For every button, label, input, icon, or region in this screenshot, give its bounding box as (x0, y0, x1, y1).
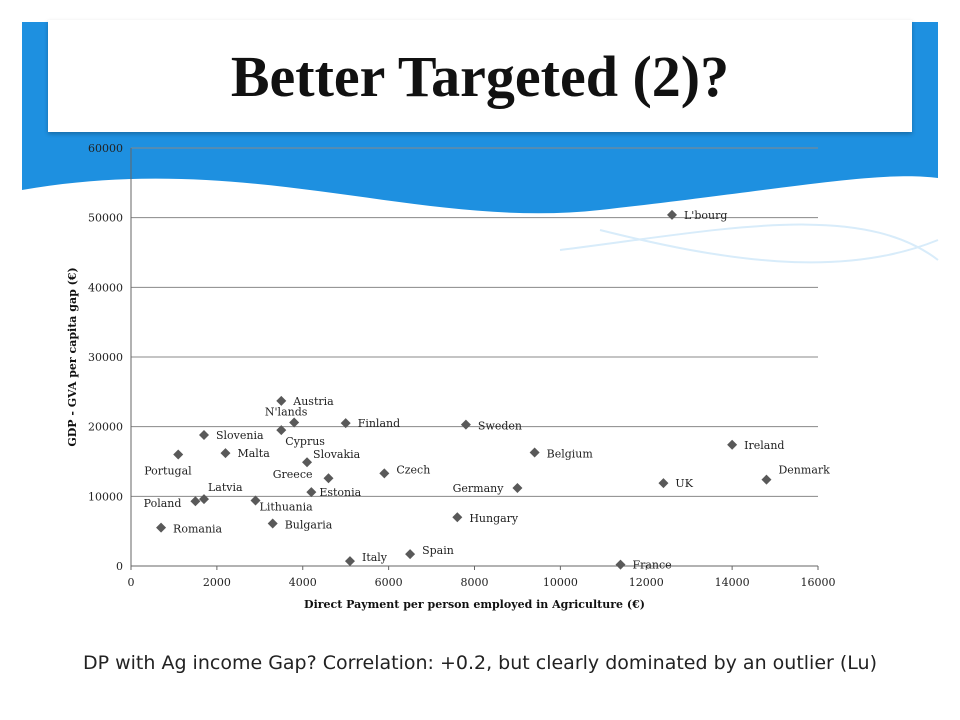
data-point-label: Poland (144, 497, 182, 510)
data-point-marker (306, 487, 317, 498)
x-tick-label: 6000 (375, 576, 403, 589)
data-point-marker (198, 430, 209, 441)
y-tick-label: 20000 (88, 421, 123, 434)
data-point-marker (615, 559, 626, 570)
data-point-label: Sweden (478, 420, 522, 433)
data-point-label: Austria (292, 395, 334, 408)
title-box: Better Targeted (2)? (48, 20, 912, 132)
data-point-label: Lithuania (260, 501, 314, 514)
data-point-label: Finland (358, 417, 400, 430)
data-point-label: N'lands (265, 405, 308, 418)
data-point-label: Slovakia (313, 448, 361, 461)
data-point-marker (190, 496, 201, 507)
data-point-label: France (632, 559, 671, 572)
x-tick-label: 12000 (629, 576, 664, 589)
data-point-marker (267, 518, 278, 529)
data-point-marker (727, 439, 738, 450)
data-point-label: Belgium (547, 447, 594, 460)
data-point-marker (198, 494, 209, 505)
x-tick-label: 8000 (461, 576, 489, 589)
y-tick-label: 30000 (88, 351, 123, 364)
data-point-marker (761, 474, 772, 485)
slide-caption: DP with Ag income Gap? Correlation: +0.2… (82, 652, 877, 674)
data-point-marker (302, 457, 313, 468)
y-tick-label: 60000 (88, 142, 123, 155)
data-point-label: Malta (237, 447, 270, 460)
x-tick-label: 4000 (289, 576, 317, 589)
data-point-label: Estonia (319, 486, 361, 499)
data-point-marker (452, 512, 463, 523)
data-point-label: L'bourg (684, 209, 727, 222)
data-point-marker (323, 473, 334, 484)
data-point-label: Ireland (744, 439, 784, 452)
data-point-marker (529, 447, 540, 458)
data-point-marker (658, 478, 669, 489)
x-tick-label: 0 (128, 576, 135, 589)
y-tick-label: 40000 (88, 281, 123, 294)
data-point-label: Latvia (208, 481, 243, 494)
x-tick-label: 10000 (543, 576, 578, 589)
y-tick-label: 0 (116, 560, 123, 573)
data-point-label: Bulgaria (285, 519, 333, 532)
data-point-label: Cyprus (285, 435, 325, 448)
data-point-marker (276, 425, 287, 436)
data-point-marker (344, 556, 355, 567)
y-tick-label: 10000 (88, 490, 123, 503)
data-point-marker (289, 417, 300, 428)
data-point-label: Germany (453, 482, 505, 495)
slide-title: Better Targeted (2)? (230, 43, 730, 109)
data-point-marker (173, 449, 184, 460)
wave-line-1 (559, 223, 939, 261)
x-tick-label: 16000 (801, 576, 836, 589)
data-point-label: UK (675, 477, 693, 490)
data-point-marker (156, 522, 167, 533)
data-point-marker (405, 549, 416, 560)
wave-line-2 (599, 229, 939, 264)
data-point-label: Romania (173, 523, 222, 536)
data-point-marker (250, 495, 261, 506)
data-point-marker (379, 468, 390, 479)
data-point-label: Denmark (778, 464, 830, 477)
data-point-marker (460, 419, 471, 430)
x-axis-label: Direct Payment per person employed in Ag… (304, 598, 645, 611)
data-point-label: Spain (422, 544, 454, 557)
data-point-marker (340, 418, 351, 429)
x-tick-label: 14000 (715, 576, 750, 589)
data-point-label: Czech (396, 463, 430, 476)
data-point-label: Greece (273, 468, 313, 481)
data-point-label: Italy (362, 551, 388, 564)
data-point-label: Slovenia (216, 429, 264, 442)
wave-white (22, 176, 938, 300)
data-point-marker (667, 209, 678, 220)
data-point-marker (220, 448, 231, 459)
y-axis-label: GDP - GVA per capita gap (€) (66, 267, 79, 446)
data-point-marker (512, 482, 523, 493)
x-tick-label: 2000 (203, 576, 231, 589)
data-point-label: Hungary (469, 512, 519, 525)
data-point-marker (276, 395, 287, 406)
data-point-label: Portugal (144, 465, 192, 478)
y-tick-label: 50000 (88, 212, 123, 225)
